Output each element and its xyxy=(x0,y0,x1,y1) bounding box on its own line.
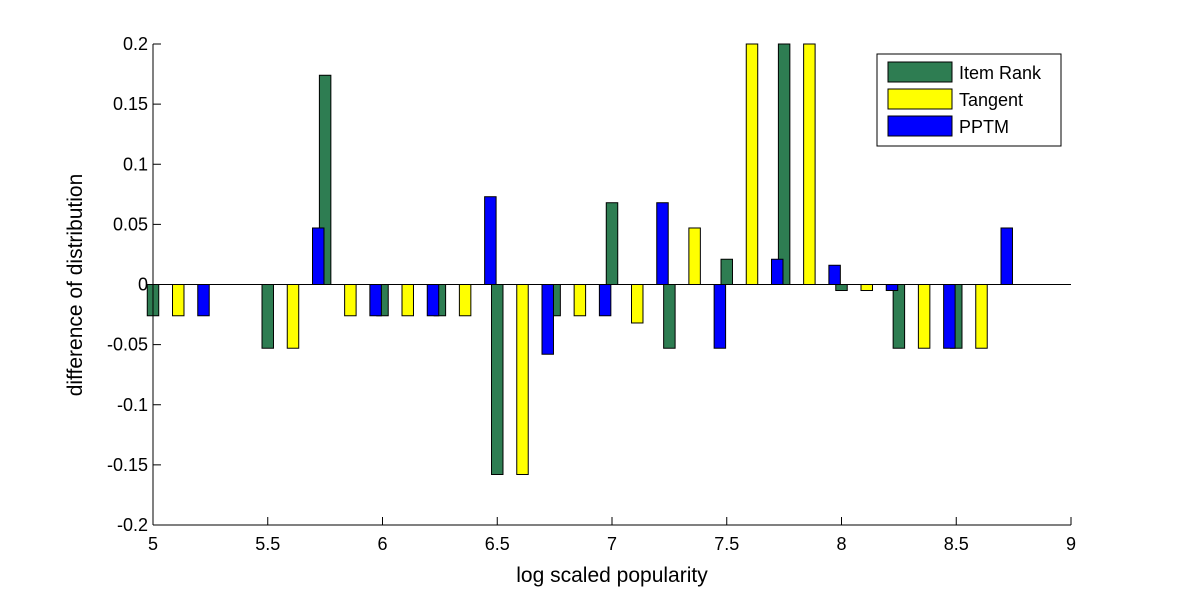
legend-swatch xyxy=(887,115,953,137)
legend-items: Item Rank Tangent PPTM xyxy=(887,61,1042,137)
y-ticks: -0.2 -0.15 -0.1 -0.05 0 0.05 0.1 0.15 0.2 xyxy=(107,34,161,535)
y-axis-label: difference of distribution xyxy=(64,174,87,397)
bar-item-rank xyxy=(491,284,504,475)
bar-pptm xyxy=(197,284,210,317)
x-tick-label: 6 xyxy=(377,534,387,554)
x-tick-label: 7 xyxy=(607,534,617,554)
legend-label: Item Rank xyxy=(959,63,1042,83)
bar-tangent xyxy=(516,284,529,475)
bar-tangent xyxy=(344,284,357,317)
legend-label: PPTM xyxy=(959,117,1009,137)
bar-tangent xyxy=(688,227,701,285)
bar-pptm xyxy=(656,202,669,285)
bar-tangent xyxy=(975,284,988,349)
bar-item-rank xyxy=(835,284,848,292)
bar-pptm xyxy=(1000,227,1013,285)
bar-tangent xyxy=(803,43,816,285)
bar-tangent xyxy=(458,284,472,317)
bar-item-rank xyxy=(663,284,676,349)
bar-pptm xyxy=(541,284,554,355)
x-tick-label: 9 xyxy=(1066,534,1076,554)
x-tick-label: 5.5 xyxy=(255,534,280,554)
bar-item-rank xyxy=(720,258,733,285)
y-tick-label: -0.05 xyxy=(107,335,148,355)
bar-tangent xyxy=(860,284,873,292)
bar-item-rank xyxy=(892,284,906,349)
legend-label: Tangent xyxy=(959,90,1023,110)
bar-pptm xyxy=(312,227,325,285)
y-tick-label: -0.2 xyxy=(117,515,148,535)
bar-item-rank xyxy=(605,202,619,285)
y-tick-label: 0.1 xyxy=(123,154,148,174)
bar-pptm xyxy=(713,284,727,349)
x-axis-label: log scaled popularity xyxy=(516,564,708,587)
legend: Item Rank Tangent PPTM xyxy=(876,53,1062,147)
bar-pptm xyxy=(426,284,440,317)
bar-tangent xyxy=(917,284,931,349)
bar-pptm xyxy=(598,284,612,317)
y-tick-label: -0.15 xyxy=(107,455,148,475)
bar-tangent xyxy=(745,43,759,285)
bar-tangent xyxy=(172,284,185,317)
bar-pptm xyxy=(943,284,956,349)
bar-pptm xyxy=(484,196,497,285)
y-tick-label: 0 xyxy=(138,275,148,295)
x-tick-label: 8.5 xyxy=(944,534,969,554)
x-ticks: 5 5.5 6 6.5 7 7.5 8 8.5 9 xyxy=(148,517,1076,554)
bar-tangent xyxy=(631,284,644,324)
x-tick-label: 8 xyxy=(836,534,846,554)
y-tick-label: 0.05 xyxy=(113,214,148,234)
bar-tangent xyxy=(573,284,587,317)
bar-tangent xyxy=(401,284,414,317)
bar-pptm xyxy=(885,284,899,292)
bar-item-rank xyxy=(777,43,791,285)
legend-swatch xyxy=(887,88,953,110)
y-tick-label: -0.1 xyxy=(117,395,148,415)
bar-item-rank xyxy=(261,284,274,349)
legend-swatch xyxy=(887,61,953,83)
bar-pptm xyxy=(369,284,382,317)
y-tick-label: 0.2 xyxy=(123,34,148,54)
x-tick-label: 7.5 xyxy=(714,534,739,554)
x-tick-label: 5 xyxy=(148,534,158,554)
bar-pptm xyxy=(828,264,841,286)
bar-tangent xyxy=(286,284,300,349)
bar-pptm xyxy=(771,258,784,285)
x-tick-label: 6.5 xyxy=(485,534,510,554)
y-tick-label: 0.15 xyxy=(113,94,148,114)
